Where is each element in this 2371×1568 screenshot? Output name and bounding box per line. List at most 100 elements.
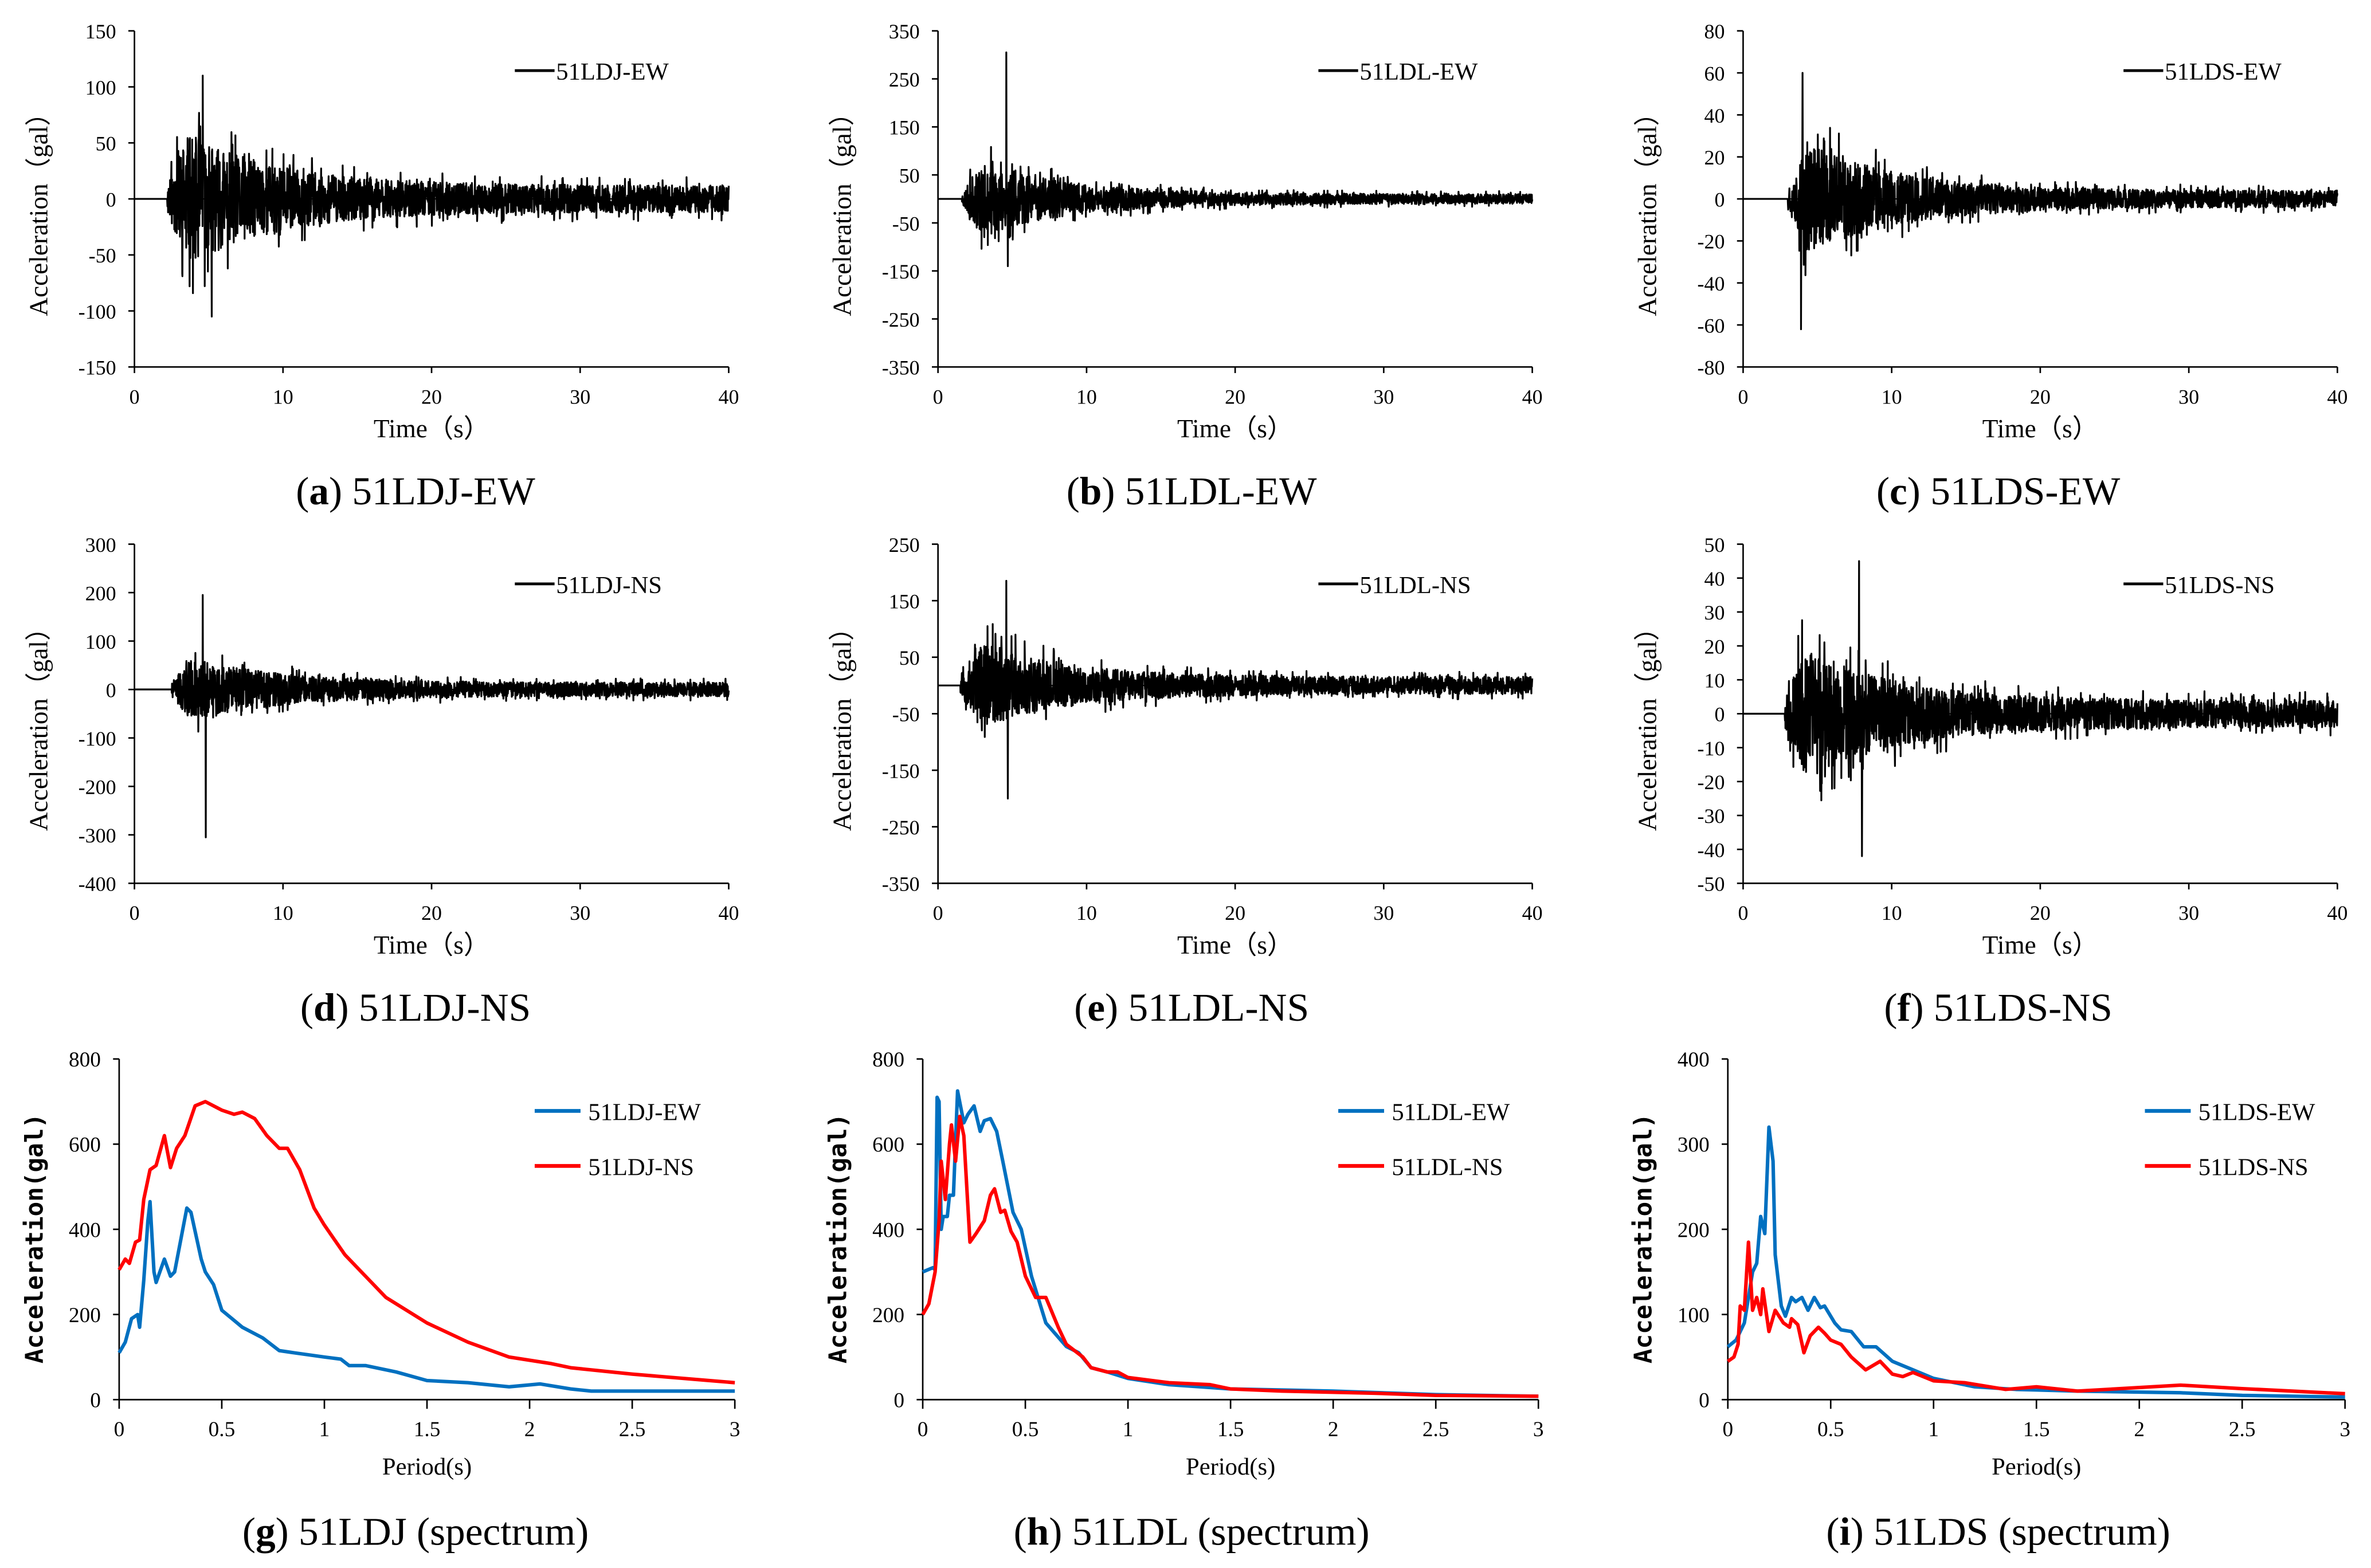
y-tick-label: 300 (1678, 1134, 1710, 1157)
x-axis-label: Period(s) (1186, 1453, 1275, 1480)
acceleration-trace (1742, 560, 2338, 857)
caption-open-paren: ( (300, 985, 313, 1029)
y-tick-label: 0 (1699, 1389, 1710, 1413)
x-tick-label: 40 (1522, 901, 1543, 924)
caption-open-paren: ( (1067, 469, 1080, 513)
x-axis-label: Time（s） (1982, 931, 2098, 959)
caption-close-paren: ) (1105, 985, 1118, 1029)
y-tick-label: 50 (899, 646, 920, 669)
x-tick-label: 20 (2030, 901, 2051, 924)
y-tick-label: 50 (96, 132, 116, 155)
x-tick-label: 0 (1738, 385, 1748, 408)
y-axis-label: Acceleration（gal） (828, 615, 857, 831)
y-tick-label: 100 (85, 76, 116, 99)
y-axis-label: Acceleration（gal） (828, 100, 857, 316)
chart-f: -50 -40 -30 -20 -10 0 10 20 30 40 50 0 10 20 30 40 Time（… (1633, 534, 2348, 1029)
y-tick-label: 200 (85, 582, 116, 605)
legend-label: 51LDL-EW (1359, 58, 1478, 85)
chart-e: -350 -250 -150 -50 50 150 250 0 10 20 30 40 Time（s） A… (828, 534, 1543, 1029)
y-tick-label: 300 (85, 534, 116, 556)
y-tick-label: 0 (893, 1389, 904, 1413)
legend-label: 51LDJ-EW (556, 58, 669, 85)
chart-a: -150 -100 -50 0 50 100 150 0 10 20 30 40 Time（s） Acce… (25, 20, 739, 513)
chart-g: 0 200 400 600 800 0 0.5 1 1.5 2 2.5 3 Period(s) Accel… (21, 1048, 740, 1553)
caption-text: 51LDL (spectrum) (1062, 1509, 1369, 1553)
x-tick-label: 3 (730, 1418, 740, 1441)
caption-close-paren: ) (1911, 985, 1924, 1029)
y-tick-label: 250 (889, 68, 920, 91)
x-tick-label: 30 (2178, 385, 2199, 408)
y-tick-label: -250 (882, 816, 920, 839)
y-tick-label: -10 (1698, 737, 1725, 760)
caption-text: 51LDL-EW (1115, 469, 1317, 513)
x-tick-label: 0 (933, 385, 943, 408)
y-tick-label: 0 (1714, 703, 1725, 726)
y-tick-label: -400 (79, 873, 116, 896)
y-tick-label: 350 (889, 20, 920, 43)
legend-label: 51LDL-EW (1392, 1099, 1510, 1126)
y-tick-label: 150 (889, 590, 920, 613)
y-tick-label: 800 (872, 1048, 904, 1072)
legend-label: 51LDJ-NS (556, 572, 662, 599)
y-tick-label: -150 (882, 260, 920, 283)
caption-open-paren: ( (1014, 1509, 1027, 1553)
caption-text: 51LDJ-EW (342, 469, 535, 513)
caption-close-paren: ) (1907, 469, 1921, 513)
x-tick-label: 10 (1076, 901, 1097, 924)
x-tick-label: 3 (2339, 1418, 2350, 1441)
y-tick-label: -350 (882, 873, 920, 896)
panel-caption: (f) 51LDS-NS (1884, 985, 2112, 1029)
x-tick-label: 2 (1328, 1418, 1339, 1441)
x-axis-label: Time（s） (1982, 414, 2098, 443)
y-tick-label: -50 (892, 212, 920, 235)
x-tick-label: 20 (1225, 901, 1245, 924)
caption-open-paren: ( (1074, 985, 1087, 1029)
x-tick-label: 30 (2178, 901, 2199, 924)
x-tick-label: 10 (273, 901, 293, 924)
x-tick-label: 10 (1076, 385, 1097, 408)
caption-open-paren: ( (1884, 985, 1897, 1029)
y-axis-label: Acceleration（gal） (25, 615, 53, 831)
y-tick-label: -50 (892, 703, 920, 726)
x-tick-label: 40 (1522, 385, 1543, 408)
x-tick-label: 1.5 (414, 1418, 441, 1441)
acceleration-trace (134, 75, 730, 317)
x-axis-label: Time（s） (374, 414, 489, 443)
x-tick-label: 0.5 (209, 1418, 236, 1441)
y-tick-label: 30 (1704, 601, 1725, 624)
x-tick-label: 0 (130, 385, 140, 408)
x-tick-label: 40 (719, 901, 739, 924)
x-tick-label: 20 (2030, 385, 2051, 408)
x-tick-label: 0 (933, 901, 943, 924)
x-tick-label: 3 (1533, 1418, 1544, 1441)
y-tick-label: 150 (889, 116, 920, 139)
y-tick-label: -100 (79, 300, 116, 323)
acceleration-trace (937, 51, 1534, 267)
x-tick-label: 0.5 (1012, 1418, 1039, 1441)
x-tick-label: 30 (570, 385, 590, 408)
x-tick-label: 0 (1722, 1418, 1733, 1441)
y-tick-label: 0 (90, 1389, 101, 1413)
caption-open-paren: ( (1876, 469, 1890, 513)
x-tick-label: 1 (1928, 1418, 1939, 1441)
x-axis-label: Period(s) (382, 1453, 472, 1480)
x-tick-label: 2.5 (2229, 1418, 2256, 1441)
y-tick-label: -30 (1698, 805, 1725, 828)
caption-open-paren: ( (242, 1509, 256, 1553)
caption-letter: g (256, 1509, 276, 1553)
x-axis-label: Time（s） (374, 931, 489, 959)
acceleration-trace (134, 594, 730, 838)
series-line-51LDJ-NS (117, 1100, 735, 1385)
series-line-51LDJ-EW (117, 1199, 735, 1393)
x-tick-label: 40 (2327, 901, 2348, 924)
caption-letter: f (1897, 985, 1911, 1029)
y-tick-label: 0 (1714, 188, 1725, 211)
panel-caption: (a) 51LDJ-EW (296, 469, 535, 513)
y-tick-label: 80 (1704, 20, 1725, 43)
y-tick-label: -40 (1698, 838, 1725, 861)
legend-label: 51LDS-EW (2198, 1099, 2315, 1126)
y-axis-label: Acceleration（gal） (25, 100, 53, 316)
caption-open-paren: ( (1826, 1509, 1839, 1553)
series-line-51LDL-NS (921, 1114, 1539, 1398)
